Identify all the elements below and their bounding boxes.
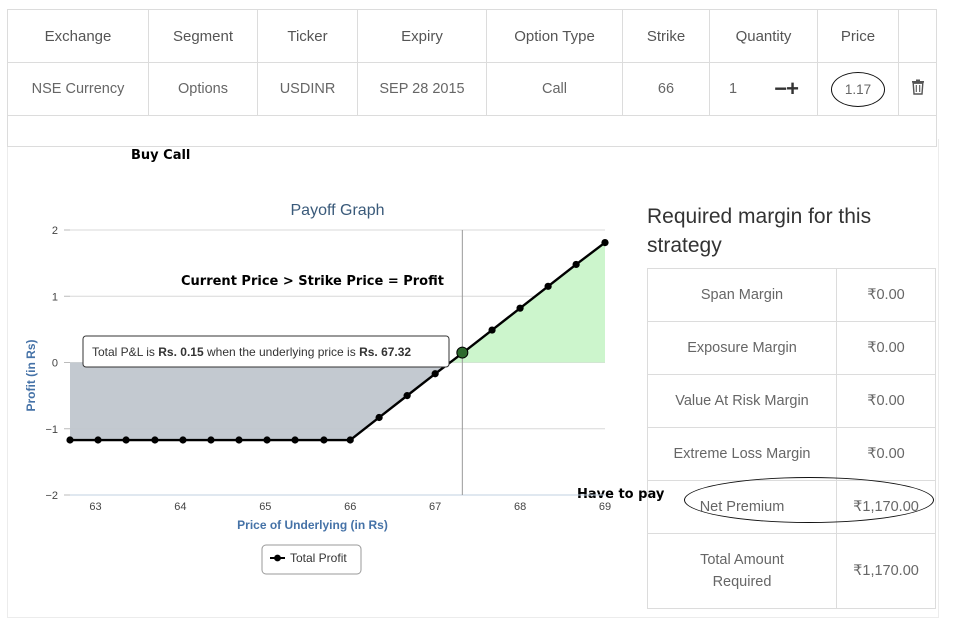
var-margin-label: Value At Risk Margin: [647, 374, 837, 428]
col-price: Price: [817, 9, 899, 63]
margin-title: Required margin for this strategy: [647, 205, 872, 257]
data-point: [66, 436, 74, 444]
margin-table: Span Margin ₹0.00 Exposure Margin ₹0.00 …: [647, 268, 936, 609]
exposure-margin-label: Exposure Margin: [647, 321, 837, 375]
y-tick-label: −1: [45, 424, 58, 436]
y-tick-label: 0: [52, 358, 58, 370]
data-point: [431, 370, 439, 378]
margin-row-extreme-loss: Extreme Loss Margin ₹0.00: [647, 427, 936, 481]
data-point: [516, 304, 524, 312]
col-exchange: Exchange: [7, 9, 149, 63]
data-point: [94, 436, 102, 444]
quantity-value: 1: [729, 81, 738, 97]
span-margin-value: ₹0.00: [836, 268, 936, 322]
col-strike: Strike: [622, 9, 710, 63]
data-point: [488, 326, 496, 334]
empty-row: [7, 115, 937, 147]
y-axis-label: Profit (in Rs): [24, 340, 38, 412]
data-point: [403, 392, 411, 400]
y-tick-label: −2: [45, 490, 58, 502]
chart-title: Payoff Graph: [291, 202, 385, 219]
trash-icon[interactable]: [911, 79, 925, 95]
data-point: [207, 436, 215, 444]
positions-table: Exchange Segment Ticker Expiry Option Ty…: [7, 9, 937, 147]
legend-box: [261, 544, 362, 575]
table-row: NSE Currency Options USDINR SEP 28 2015 …: [7, 62, 937, 116]
actions-cell: [898, 62, 937, 116]
segment-cell: Options: [148, 62, 258, 116]
exposure-margin-value: ₹0.00: [836, 321, 936, 375]
col-segment: Segment: [148, 9, 258, 63]
col-expiry: Expiry: [357, 9, 487, 63]
have-to-pay-annotation: Have to pay: [577, 487, 665, 502]
var-margin-value: ₹0.00: [836, 374, 936, 428]
tooltip-segment: when the underlying price is: [204, 345, 359, 359]
margin-row-exposure: Exposure Margin ₹0.00: [647, 321, 936, 375]
payoff-chart: Payoff Graph 2 1 0 −1 −2 63 64 65 66 67 68 69 Price o…: [24, 202, 611, 575]
data-point: [375, 413, 383, 422]
strike-cell: 66: [622, 62, 710, 116]
data-point: [235, 436, 243, 444]
expiry-cell: SEP 28 2015: [357, 62, 487, 116]
extreme-loss-margin-value: ₹0.00: [836, 427, 936, 481]
tooltip-segment: Total P&L is: [92, 345, 158, 359]
col-ticker: Ticker: [257, 9, 358, 63]
price-value: 1.17: [830, 71, 886, 107]
margin-row-var: Value At Risk Margin ₹0.00: [647, 374, 936, 428]
margin-row-total: Total Amount Required ₹1,170.00: [647, 533, 936, 609]
option-type-cell: Call: [486, 62, 623, 116]
data-point: [263, 436, 271, 444]
margin-row-span: Span Margin ₹0.00: [647, 268, 936, 322]
span-margin-label: Span Margin: [647, 268, 837, 322]
x-tick-label: 68: [514, 501, 526, 513]
exchange-cell: NSE Currency: [7, 62, 149, 116]
data-point: [346, 436, 354, 444]
tooltip-segment: Rs. 0.15: [158, 345, 204, 359]
extreme-loss-margin-label: Extreme Loss Margin: [647, 427, 837, 481]
data-point: [179, 436, 187, 444]
quantity-stepper: 1 −+: [711, 76, 816, 102]
tooltip-segment: Rs. 67.32: [359, 345, 411, 359]
profit-annotation: Current Price > Strike Price = Profit: [181, 274, 444, 289]
price-cell: 1.17: [817, 62, 899, 116]
total-amount-label: Total Amount Required: [647, 533, 837, 609]
ticker-cell: USDINR: [257, 62, 358, 116]
strategy-panel: [7, 139, 939, 618]
decrease-quantity-button[interactable]: −: [774, 76, 787, 101]
data-point: [291, 436, 299, 444]
x-tick-label: 69: [599, 501, 611, 513]
loss-area: [70, 362, 451, 441]
buy-call-annotation: Buy Call: [131, 148, 191, 163]
positions-header-row: Exchange Segment Ticker Expiry Option Ty…: [7, 9, 937, 63]
col-actions: [898, 9, 937, 63]
hovered-point: [456, 346, 469, 359]
x-tick-label: 63: [89, 501, 101, 513]
x-tick-label: 66: [344, 501, 356, 513]
legend-label: Total Profit: [290, 551, 347, 565]
col-quantity: Quantity: [709, 9, 818, 63]
series-line: [70, 241, 606, 442]
net-premium-highlight: [684, 477, 934, 523]
data-point: [572, 260, 580, 269]
data-point: [151, 436, 159, 444]
quantity-cell: 1 −+: [709, 62, 818, 116]
data-point: [601, 238, 609, 247]
total-amount-value: ₹1,170.00: [836, 533, 936, 609]
x-tick-label: 65: [259, 501, 271, 513]
x-tick-label: 64: [174, 501, 186, 513]
legend-marker: [274, 554, 281, 562]
col-option-type: Option Type: [486, 9, 623, 63]
data-point: [544, 282, 552, 290]
y-tick-label: 2: [52, 225, 58, 237]
pl-tooltip-text: Total P&L is Rs. 0.15 when the underlyin…: [92, 345, 411, 359]
y-tick-label: 1: [52, 291, 58, 303]
x-axis-label: Price of Underlying (in Rs): [237, 518, 388, 532]
data-point: [320, 436, 328, 444]
pl-tooltip: [82, 335, 450, 368]
x-tick-label: 67: [429, 501, 441, 513]
data-point: [122, 436, 130, 444]
increase-quantity-button[interactable]: +: [786, 76, 799, 101]
